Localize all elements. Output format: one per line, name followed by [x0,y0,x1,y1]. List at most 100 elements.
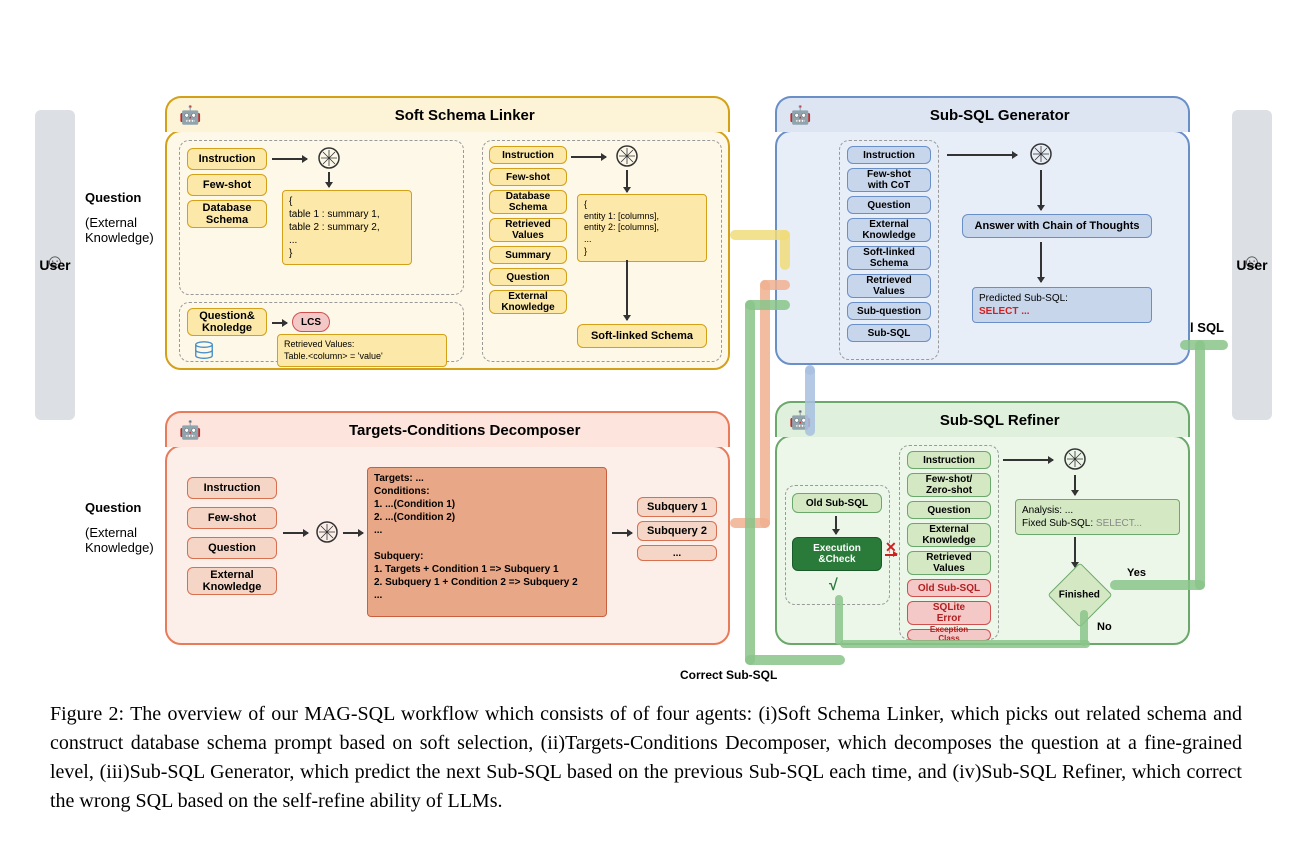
pill: Question [907,501,991,519]
flow-decomp-out [760,280,770,528]
pill-red: SQLite Error [907,601,991,625]
pill: Sub-SQL [847,324,931,342]
robot-icon: 🤖 [179,105,201,126]
pill-qk: Question& Knoledge [187,308,267,336]
flow-linker-out [780,230,790,270]
module-title: Soft Schema Linker [213,107,716,124]
analysis-text: Analysis: ... Fixed Sub-SQL: [1022,505,1096,529]
yes-label: Yes [1127,567,1146,579]
pill: Summary [489,246,567,264]
pill: Instruction [187,477,277,499]
pill: Few-shot/ Zero-shot [907,473,991,497]
arrow [328,172,330,187]
entity-box: { entity 1: [columns], entity 2: [column… [577,194,707,262]
generator: 🤖 Sub-SQL Generator Instruction Few-shot… [775,130,1190,365]
flow-gen-down [805,365,815,375]
targets-box: Targets: ... Conditions: 1. ...(Conditio… [367,467,607,617]
external-label: (External Knowledge) [85,525,154,555]
arrow [1074,475,1076,495]
module-title: Sub-SQL Refiner [823,412,1176,429]
gpt-icon [315,520,339,544]
module-title: Sub-SQL Generator [823,107,1176,124]
user-label: User [1236,257,1267,273]
summary-box: { table 1 : summary 1, table 2 : summary… [282,190,412,265]
old-sql-pill: Old Sub-SQL [792,493,882,513]
pill: Retrieved Values [847,274,931,298]
flow-correct [745,300,755,665]
arrow [1040,170,1042,210]
lcs-pill: LCS [292,312,330,332]
cot-box: Answer with Chain of Thoughts [962,214,1152,238]
pred-sql: SELECT ... [979,306,1030,317]
flow-correct [745,300,790,310]
analysis-box: Analysis: ... Fixed Sub-SQL: SELECT... [1015,499,1180,535]
pill: Instruction [847,146,931,164]
pill-dbschema: Database Schema [187,200,267,228]
pill: Retrieved Values [907,551,991,575]
gpt-icon [1029,142,1053,166]
pill: Instruction [907,451,991,469]
module-title: Targets-Conditions Decomposer [213,422,716,439]
exec-box: Execution &Check [792,537,882,571]
question-label: Question [85,500,141,515]
retrieved-box: Retrieved Values: Table.<column> = 'valu… [277,334,447,367]
pill: Few-shot [187,507,277,529]
gpt-icon [615,144,639,168]
user-label: User [39,257,70,273]
soft-schema-linker: 🤖 Soft Schema Linker Instruction Few-sho… [165,130,730,370]
arrow [626,260,628,320]
arrow [283,532,308,534]
flow-decomp-out [760,280,790,290]
decomposer: 🤖 Targets-Conditions Decomposer Instruct… [165,445,730,645]
subquery-pill: Subquery 1 [637,497,717,517]
pill: Instruction [489,146,567,164]
pill: Question [187,537,277,559]
flow-no-loop [835,595,843,645]
subquery-pill: Subquery 2 [637,521,717,541]
pill: External Knowledge [187,567,277,595]
pill: Few-shot [489,168,567,186]
arrow [1040,242,1042,282]
pill: External Knowledge [847,218,931,242]
pill-fewshot: Few-shot [187,174,267,196]
pill-instruction: Instruction [187,148,267,170]
arrow [835,516,837,534]
figure-caption: Figure 2: The overview of our MAG-SQL wo… [50,700,1242,816]
check-icon: √ [829,577,838,595]
arrow [612,532,632,534]
arrow [1003,459,1053,461]
pill: Retrieved Values [489,218,567,242]
pill: Soft-linked Schema [847,246,931,270]
pill: Question [847,196,931,214]
pill: Database Schema [489,190,567,214]
question-label: Question [85,190,141,205]
arrow [1074,537,1076,567]
workflow-diagram: ☺ User ☺ User Question (External Knowled… [0,0,1292,680]
database-icon [193,340,215,362]
arrow [571,156,606,158]
robot-icon: 🤖 [179,420,201,441]
arrow [343,532,363,534]
user-left: ☺ User [35,110,75,420]
pill-red: Old Sub-SQL [907,579,991,597]
pill: Question [489,268,567,286]
user-right: ☺ User [1232,110,1272,420]
no-label: No [1097,621,1112,633]
arrow [272,322,287,324]
gpt-icon [1063,447,1087,471]
pill: External Knowledge [907,523,991,547]
external-label: (External Knowledge) [85,215,154,245]
result-pill: Soft-linked Schema [577,324,707,348]
flow-gen-down [805,366,815,436]
flow-no-loop [840,640,1090,648]
flow-final [1195,340,1205,590]
arrow [626,170,628,192]
flow-no-loop [1080,610,1088,646]
pred-label: Predicted Sub-SQL: [979,293,1068,304]
analysis-sql: SELECT... [1096,518,1142,529]
arrow-x [885,554,897,556]
flow-final [1110,580,1205,590]
pill: Few-shot with CoT [847,168,931,192]
predicted-box: Predicted Sub-SQL: SELECT ... [972,287,1152,323]
subquery-pill: ... [637,545,717,561]
